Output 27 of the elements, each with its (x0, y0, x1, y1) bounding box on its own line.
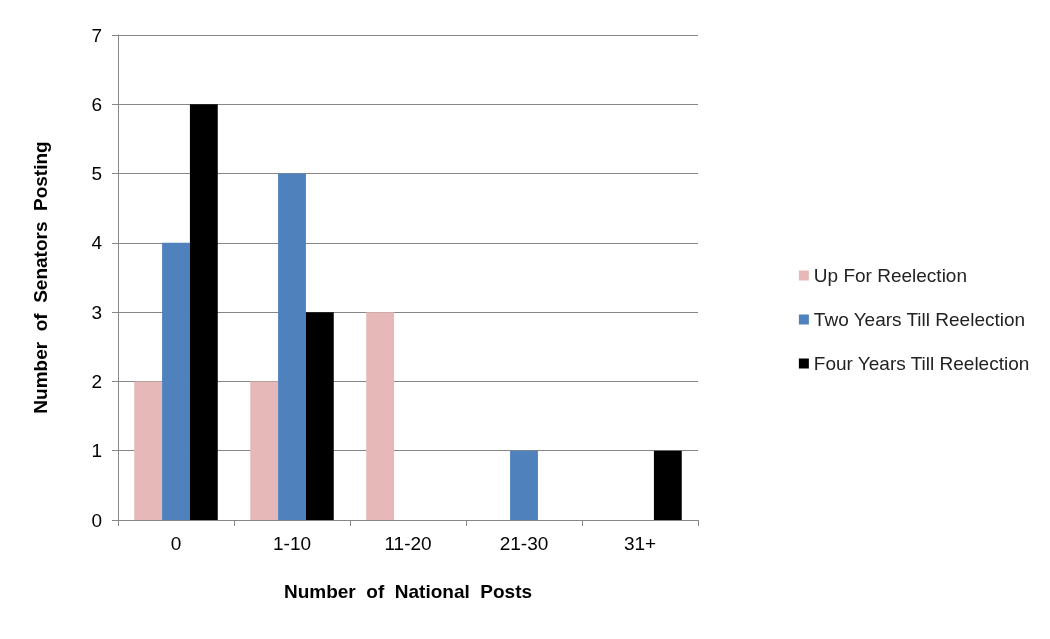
x-tick-label: 11-20 (384, 533, 432, 554)
y-tick-label: 4 (91, 232, 103, 254)
y-axis-title: Number of Senators Posting (30, 141, 51, 414)
x-axis-title: Number of National Posts (283, 581, 533, 602)
bar (366, 312, 395, 520)
y-tick-label: 0 (91, 509, 102, 531)
y-tick-label: 7 (91, 24, 102, 46)
bar (189, 104, 218, 520)
legend-label: Four Years Till Reelection (813, 353, 1030, 374)
bar (510, 450, 538, 520)
x-tick-label: 1-10 (272, 533, 312, 554)
y-tick-label: 6 (91, 93, 102, 115)
legend-label: Two Years Till Reelection (813, 309, 1026, 330)
y-tick-label: 2 (91, 370, 102, 392)
bar (250, 381, 279, 520)
y-tick-label: 5 (91, 163, 102, 185)
bar (278, 173, 306, 520)
legend-label: Up For Reelection (813, 265, 967, 286)
bar (653, 450, 682, 520)
bar (162, 242, 190, 520)
bar (134, 381, 163, 520)
bar (305, 312, 334, 520)
x-tick-label: 0 (170, 533, 182, 554)
x-tick-label: 31+ (623, 533, 657, 554)
x-tick-label: 21-30 (499, 533, 549, 554)
y-tick-label: 3 (91, 301, 102, 323)
y-tick-label: 1 (91, 440, 102, 462)
